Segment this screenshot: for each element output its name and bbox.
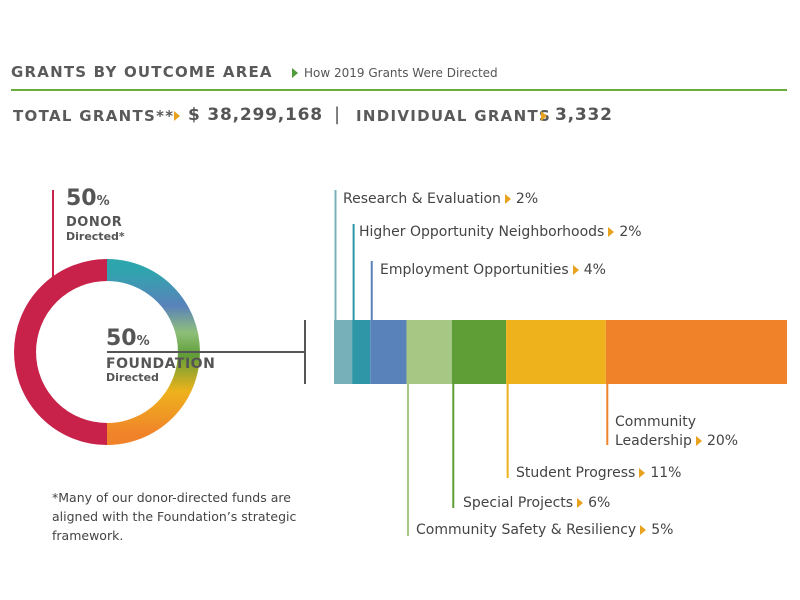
triangle-right-icon [577,497,584,508]
chart-title: GRANTS BY OUTCOME AREA [11,63,273,81]
category-name: Special Projects [463,495,574,511]
label-research-evaluation: Research & Evaluation 2% [343,188,538,207]
label-employment-opportunities: Employment Opportunities 4% [380,259,606,278]
triangle-right-icon [174,111,180,121]
donor-percent-unit: % [96,194,110,209]
bar-segment-student-progress [506,320,606,384]
bar-segment-employment-opportunities [370,320,407,384]
donor-title: DONOR [66,215,123,230]
category-name: Research & Evaluation [343,191,501,207]
bar-segment-research-evaluation [334,320,353,384]
foundation-percent-unit: % [136,334,150,349]
donut-slice-donor [14,259,108,445]
triangle-right-icon [640,524,647,535]
foundation-label: 50% FOUNDATION Directed [106,326,216,384]
triangle-right-icon [695,435,702,446]
category-name-line2: Leadership [615,433,692,449]
label-special-projects: Special Projects 6% [463,492,610,511]
bar-segment-community-leadership [605,320,787,384]
totals-separator: | [334,104,341,125]
donor-percent: 50 [66,186,97,211]
category-value: 20% [706,433,739,449]
donor-subtitle: Directed* [66,230,125,243]
label-community-safety-resiliency: Community Safety & Resiliency 5% [416,519,673,538]
triangle-right-icon [572,264,579,275]
triangle-right-icon [541,111,547,121]
total-grants-value: $ 38,299,168 [188,105,323,125]
label-higher-opportunity-neighborhoods: Higher Opportunity Neighborhoods 2% [359,221,642,240]
bar-segment-community-safety-resiliency [406,320,452,384]
donor-label: 50% DONOR Directed* [66,186,125,243]
total-grants-label: TOTAL GRANTS** [13,107,175,125]
category-value: 5% [651,522,674,538]
bar-segment-special-projects [451,320,507,384]
category-value: 11% [650,465,682,481]
foundation-subtitle: Directed [106,371,159,384]
foundation-title: FOUNDATION [106,356,216,372]
triangle-right-icon [639,467,646,478]
triangle-right-icon [504,193,511,204]
category-name: Community Safety & Resiliency [416,522,637,538]
triangle-right-icon [608,226,615,237]
individual-grants-value: 3,332 [555,105,613,125]
foundation-percent: 50 [106,326,137,351]
footnote: *Many of our donor-directed funds are al… [52,490,297,543]
triangle-right-icon [292,68,298,78]
bar-segment-higher-opportunity-neighborhoods [352,320,371,384]
individual-grants-label: INDIVIDUAL GRANTS [356,107,552,125]
category-name: Employment Opportunities [380,262,569,278]
category-name: Student Progress [516,465,636,481]
category-value: 2% [619,224,642,240]
label-student-progress: Student Progress 11% [516,462,681,481]
category-value: 4% [583,262,606,278]
chart-subtitle: How 2019 Grants Were Directed [304,66,498,80]
header-divider [11,89,787,91]
category-name: Higher Opportunity Neighborhoods [359,224,605,240]
category-value: 6% [588,495,611,511]
category-name-line1: Community [615,414,697,430]
label-community-leadership: Community Leadership 20% [615,413,738,450]
category-value: 2% [515,191,539,207]
